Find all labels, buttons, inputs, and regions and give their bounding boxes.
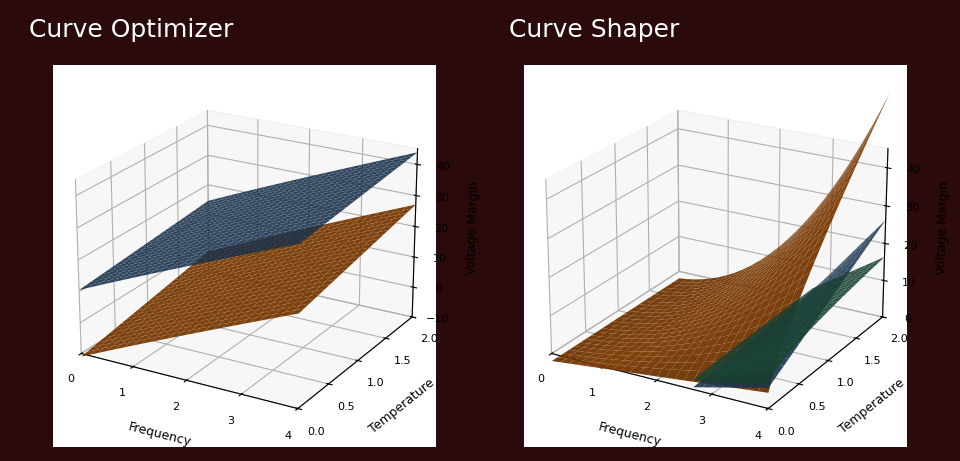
Y-axis label: Temperature: Temperature bbox=[367, 376, 437, 436]
X-axis label: Frequency: Frequency bbox=[597, 421, 663, 449]
Text: Curve Shaper: Curve Shaper bbox=[509, 18, 679, 42]
X-axis label: Frequency: Frequency bbox=[127, 421, 193, 449]
Text: Curve Optimizer: Curve Optimizer bbox=[29, 18, 233, 42]
Y-axis label: Temperature: Temperature bbox=[837, 376, 907, 436]
